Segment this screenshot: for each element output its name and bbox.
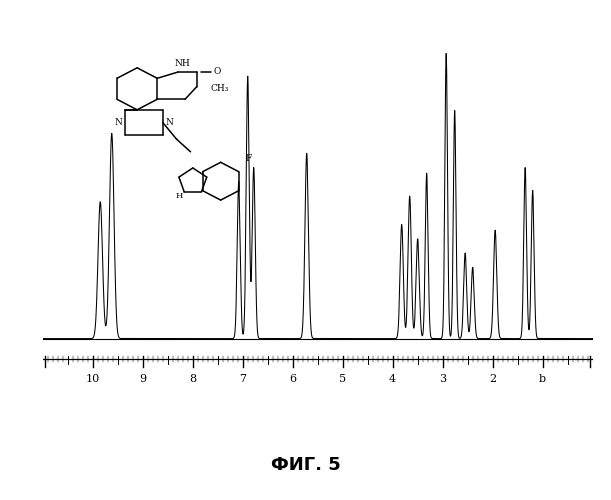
- Text: 8: 8: [189, 374, 196, 384]
- Text: b: b: [539, 374, 546, 384]
- Text: 5: 5: [339, 374, 346, 384]
- Text: H: H: [175, 192, 183, 200]
- Text: 4: 4: [389, 374, 397, 384]
- Text: 10: 10: [86, 374, 100, 384]
- Text: F: F: [246, 154, 252, 162]
- Text: N: N: [166, 118, 174, 127]
- Text: 7: 7: [240, 374, 246, 384]
- Text: N: N: [115, 118, 122, 127]
- Text: 9: 9: [139, 374, 146, 384]
- Text: CH₃: CH₃: [211, 84, 229, 94]
- Text: NH: NH: [175, 59, 191, 68]
- Text: ФИГ. 5: ФИГ. 5: [271, 456, 340, 474]
- Text: O: O: [214, 68, 221, 76]
- Text: 6: 6: [289, 374, 296, 384]
- Text: 3: 3: [439, 374, 446, 384]
- Text: 2: 2: [489, 374, 496, 384]
